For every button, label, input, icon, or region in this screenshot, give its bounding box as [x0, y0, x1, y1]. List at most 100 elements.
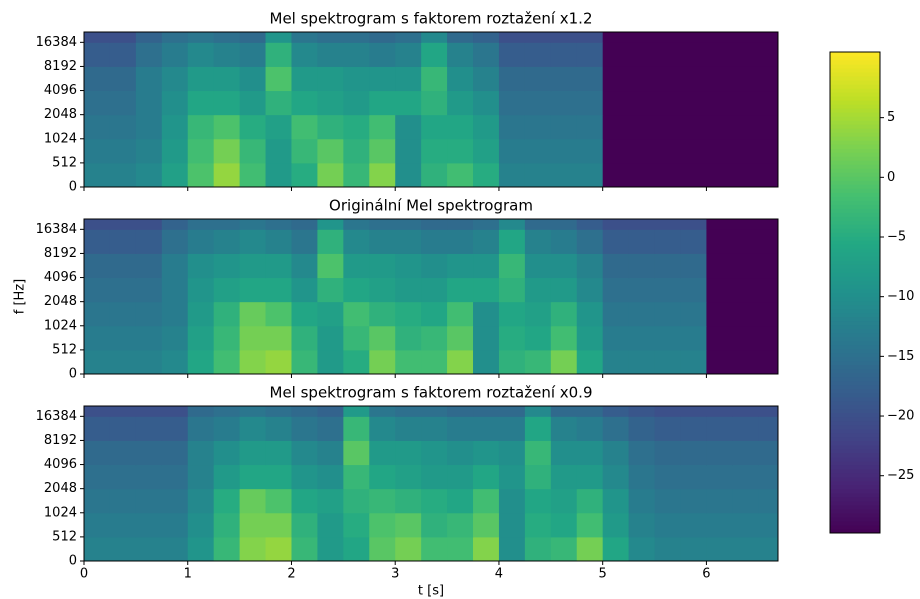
colorbar-step: [830, 68, 880, 73]
heatmap-cell: [161, 66, 189, 92]
heatmap-cell: [524, 90, 552, 116]
colorbar-step: [830, 260, 880, 265]
heatmap-cell: [187, 464, 215, 490]
heatmap-cell: [421, 488, 448, 514]
heatmap-cell: [524, 229, 552, 254]
colorbar-step: [830, 412, 880, 418]
heatmap-cell: [654, 325, 681, 351]
heatmap-cell: [473, 66, 500, 92]
colorbar-step: [830, 72, 880, 77]
colorbar-step: [830, 368, 880, 374]
heatmap-cell: [524, 32, 552, 43]
colorbar-step: [830, 92, 880, 97]
heatmap-cell: [135, 162, 163, 188]
heatmap-cell: [576, 406, 604, 417]
heatmap-cell: [109, 219, 137, 230]
heatmap-cell: [161, 219, 189, 230]
heatmap-cell: [473, 536, 500, 562]
heatmap-cell: [395, 229, 422, 254]
heatmap-cell: [109, 138, 137, 164]
heatmap-cell: [317, 229, 344, 254]
heatmap-cell: [239, 277, 267, 303]
heatmap-cell: [109, 162, 137, 188]
heatmap-cell: [109, 440, 137, 466]
heatmap-cell: [84, 90, 111, 116]
heatmap-cell: [317, 325, 344, 351]
colorbar-tick-label: 5: [887, 110, 895, 125]
colorbar-step: [830, 416, 880, 422]
colorbar-step: [830, 180, 880, 185]
heatmap-cell: [628, 301, 656, 327]
heatmap-cell: [524, 325, 552, 351]
heatmap-cell: [213, 90, 241, 116]
colorbar-step: [830, 480, 880, 486]
heatmap-cell: [758, 464, 779, 490]
heatmap-cell: [187, 512, 215, 538]
heatmap-cell: [84, 277, 111, 303]
heatmap-cell: [395, 416, 422, 441]
colorbar-step: [830, 340, 880, 346]
heatmap-cell: [161, 406, 189, 417]
heatmap-cell: [187, 32, 215, 43]
heatmap-cell: [395, 512, 422, 538]
colorbar-step: [830, 168, 880, 173]
y-tick-label: 0: [69, 554, 77, 569]
colorbar-step: [830, 184, 880, 189]
heatmap-cell: [550, 219, 578, 230]
colorbar-step: [830, 440, 880, 446]
colorbar-step: [830, 124, 880, 129]
x-tick-label: 3: [391, 567, 399, 582]
colorbar-step: [830, 396, 880, 402]
heatmap-cell: [239, 66, 267, 92]
heatmap-cell: [343, 277, 370, 303]
heatmap-cell: [213, 42, 241, 67]
y-tick-label: 1024: [44, 318, 77, 333]
colorbar-step: [830, 248, 880, 253]
heatmap-cell: [265, 162, 292, 188]
heatmap-cell: [473, 90, 500, 116]
heatmap-cell: [187, 349, 215, 375]
heatmap-cell: [498, 162, 526, 188]
heatmap-cell: [265, 32, 292, 43]
heatmap-cell: [498, 114, 526, 140]
x-tick-label: 4: [495, 567, 503, 582]
heatmap-cell: [654, 349, 681, 375]
heatmap-cell: [576, 277, 604, 303]
heatmap-cell: [395, 488, 422, 514]
heatmap-cell: [421, 138, 448, 164]
heatmap-cell: [265, 219, 292, 230]
heatmap-cell: [498, 42, 526, 67]
colorbar-step: [830, 352, 880, 358]
heatmap-cell: [369, 229, 396, 254]
colorbar-step: [830, 492, 880, 498]
heatmap: [84, 32, 779, 188]
heatmap-cell: [369, 349, 396, 375]
colorbar-tick-label: 0: [887, 170, 895, 185]
heatmap-cell: [213, 32, 241, 43]
heatmap-cell: [369, 512, 396, 538]
heatmap-cell: [135, 32, 163, 43]
heatmap-cell: [161, 488, 189, 514]
heatmap-cell: [498, 440, 526, 466]
colorbar-step: [830, 496, 880, 502]
heatmap-cell: [109, 277, 137, 303]
heatmap-cell: [628, 440, 656, 466]
heatmap-cell: [550, 66, 578, 92]
x-tick-label: 0: [80, 567, 88, 582]
heatmap-cell: [317, 406, 344, 417]
colorbar-step: [830, 472, 880, 478]
heatmap-cell: [447, 42, 474, 67]
heatmap-cell: [109, 406, 137, 417]
heatmap-cell: [135, 440, 163, 466]
heatmap-cell: [161, 301, 189, 327]
heatmap-cell: [395, 162, 422, 188]
colorbar-step: [830, 52, 880, 57]
heatmap-cell: [369, 406, 396, 417]
heatmap-cell: [343, 253, 370, 279]
heatmap-cell: [395, 114, 422, 140]
heatmap-cell: [369, 301, 396, 327]
colorbar-step: [830, 284, 880, 289]
heatmap-cell: [291, 32, 318, 43]
colorbar-step: [830, 80, 880, 85]
heatmap-cell: [602, 488, 630, 514]
